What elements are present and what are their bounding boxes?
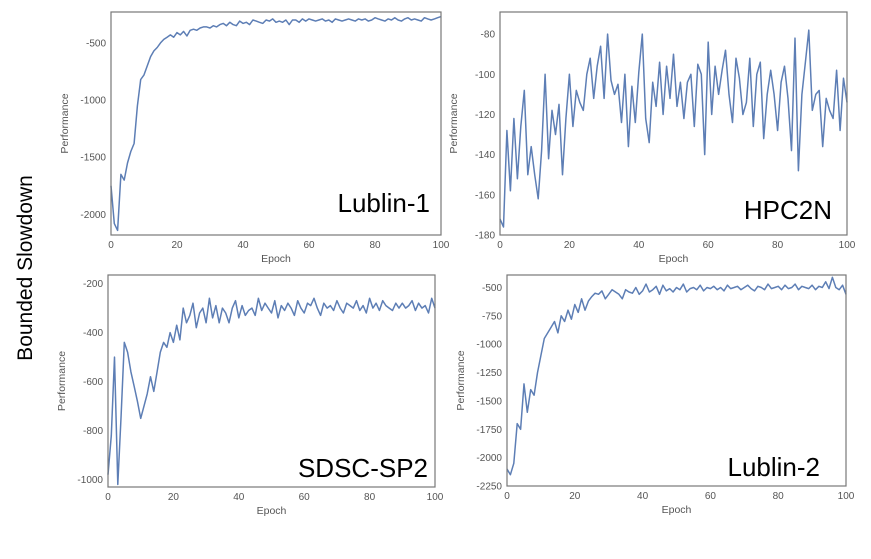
plot-frame: [499, 11, 848, 236]
x-tick-label: 40: [633, 240, 645, 251]
x-tick-label: 40: [233, 492, 245, 503]
y-tick-label: -800: [83, 426, 103, 437]
y-tick-label: -1250: [476, 368, 502, 379]
x-tick-label: 20: [564, 240, 576, 251]
x-tick-label: 60: [299, 492, 311, 503]
x-axis-label: Epoch: [659, 253, 689, 265]
x-tick-label: 0: [497, 240, 503, 251]
y-axis-label: Performance: [455, 350, 467, 410]
y-tick-label: -1750: [476, 425, 502, 436]
y-tick-label: -750: [482, 311, 502, 322]
y-tick-label: -2250: [476, 482, 502, 493]
y-tick-label: -600: [83, 377, 103, 388]
y-axis-label: Performance: [448, 93, 460, 153]
series-line: [107, 297, 436, 486]
panel-title: HPC2N: [744, 195, 832, 225]
y-tick-label: -200: [83, 279, 103, 290]
y-tick-label: -500: [86, 38, 106, 49]
plot-frame: [110, 11, 442, 236]
x-tick-label: 80: [364, 492, 376, 503]
chart-sdsc-sp2: 0 20 40 60 80 100 -1000 -800 -600 -400 -200 Epoch Pe…: [56, 274, 444, 517]
x-tick-label: 80: [772, 240, 784, 251]
x-tick-label: 40: [237, 240, 249, 251]
y-axis-label: Performance: [59, 93, 71, 153]
x-tick-label: 80: [773, 491, 785, 502]
panel-title: SDSC-SP2: [298, 453, 428, 483]
plot-frame: [506, 274, 847, 487]
plot-area: [507, 275, 846, 486]
panel-title: Lublin-2: [727, 452, 820, 482]
x-tick-label: 100: [427, 492, 444, 503]
y-tick-label: -80: [481, 30, 496, 41]
y-tick-label: -160: [475, 190, 495, 201]
chart-hpc2n: 0 20 40 60 80 100 -180 -160 -140 -120 -100 -80 Epoch…: [448, 11, 856, 265]
x-axis-label: Epoch: [261, 253, 291, 265]
x-axis-label: Epoch: [662, 504, 692, 516]
y-tick-label: -1000: [476, 340, 502, 351]
x-axis-label: Epoch: [257, 505, 287, 517]
plot-area: [111, 12, 441, 235]
series-line: [499, 29, 848, 228]
figure-ylabel: Bounded Slowdown: [14, 175, 37, 361]
y-tick-label: -500: [482, 283, 502, 294]
x-tick-label: 0: [108, 240, 114, 251]
panel-title: Lublin-1: [337, 188, 430, 218]
y-tick-label: -1500: [80, 153, 106, 164]
x-tick-label: 20: [569, 491, 581, 502]
y-tick-label: -2000: [476, 453, 502, 464]
series-line: [110, 15, 442, 232]
chart-panels: 0 20 40 60 80 100-2000-1500-1000-500EpochPerf…: [56, 11, 856, 517]
x-tick-label: 60: [703, 240, 715, 251]
x-tick-label: 100: [433, 240, 450, 251]
x-tick-label: 40: [637, 491, 649, 502]
x-tick-label: 60: [705, 491, 717, 502]
y-tick-label: -120: [475, 110, 495, 121]
y-axis-label: Performance: [56, 351, 68, 411]
y-tick-label: -180: [475, 231, 495, 242]
y-tick-label: -2000: [80, 210, 106, 221]
x-tick-label: 20: [171, 240, 183, 251]
y-tick-label: -140: [475, 150, 495, 161]
y-tick-label: -1000: [80, 96, 106, 107]
x-tick-label: 100: [839, 240, 856, 251]
series-line: [506, 276, 847, 476]
x-tick-label: 0: [504, 491, 510, 502]
plot-frame: [107, 274, 436, 488]
y-tick-label: -100: [475, 70, 495, 81]
chart-lublin-1: 0 20 40 60 80 100 -2000 -1500 -1000 -500 Epoch Perf…: [59, 11, 450, 265]
chart-lublin-2: 0 20 40 60 80 100 -2250 -2000 -1750 -1500 -1250 -10…: [455, 274, 855, 516]
y-tick-label: -1000: [77, 475, 103, 486]
x-tick-label: 80: [369, 240, 381, 251]
x-tick-label: 20: [168, 492, 180, 503]
x-tick-label: 60: [303, 240, 315, 251]
y-tick-label: -1500: [476, 396, 502, 407]
x-tick-label: 100: [838, 491, 855, 502]
y-tick-label: -400: [83, 328, 103, 339]
x-tick-label: 0: [105, 492, 111, 503]
